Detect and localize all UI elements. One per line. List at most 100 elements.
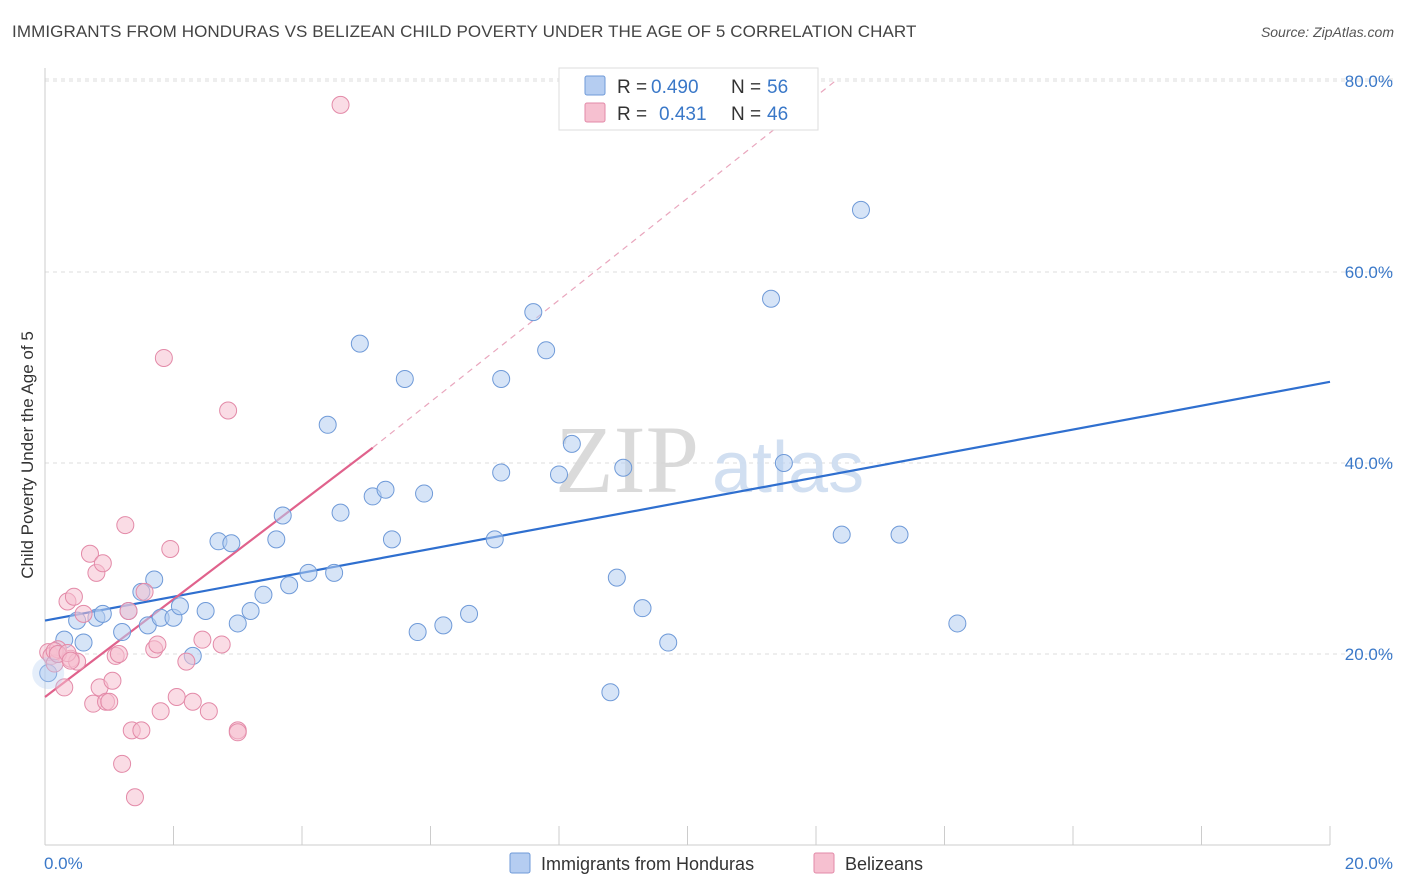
- point-honduras-33: [395, 369, 414, 388]
- point-honduras-48: [633, 599, 652, 618]
- point-belizeans-25: [132, 721, 151, 740]
- point-honduras-20: [241, 602, 260, 621]
- point-belizeans-29: [151, 702, 170, 721]
- point-belizeans-36: [199, 702, 218, 721]
- point-belizeans-26: [135, 582, 154, 601]
- point-honduras-29: [350, 334, 369, 353]
- chart-title: IMMIGRANTS FROM HONDURAS VS BELIZEAN CHI…: [12, 22, 917, 41]
- point-honduras-51: [774, 454, 793, 472]
- series-legend: Immigrants from Honduras Belizeans: [509, 852, 923, 874]
- point-belizeans-32: [167, 687, 186, 706]
- point-honduras-39: [492, 463, 511, 482]
- y-axis-label: Child Poverty Under the Age of 5: [18, 331, 37, 579]
- legend-n-value-honduras: 56: [767, 77, 788, 98]
- legend-n-label-honduras: N =: [731, 77, 766, 98]
- x-tick-label-min: 0.0%: [44, 854, 83, 873]
- points-layer: [32, 95, 967, 807]
- point-belizeans-10: [80, 544, 99, 563]
- legend-n-label-belizeans: N =: [731, 104, 766, 125]
- point-honduras-19: [228, 614, 247, 633]
- ticks-layer: 20.0% 40.0% 60.0% 80.0%: [44, 72, 1393, 845]
- trendline-honduras: [44, 380, 1331, 622]
- trend-layer: [44, 80, 1331, 698]
- bottom-legend-swatch-honduras: [509, 852, 531, 874]
- point-belizeans-33: [177, 652, 196, 671]
- point-honduras-6: [93, 604, 112, 623]
- point-honduras-42: [537, 341, 556, 360]
- bottom-legend-swatch-belizeans: [813, 852, 835, 874]
- point-honduras-24: [280, 576, 299, 595]
- point-belizeans-38: [219, 401, 238, 420]
- point-belizeans-41: [331, 95, 350, 114]
- source-credit: Source: ZipAtlas.com: [1260, 24, 1394, 40]
- point-honduras-31: [376, 480, 395, 499]
- point-honduras-49: [659, 633, 678, 652]
- point-honduras-26: [318, 415, 337, 434]
- point-honduras-40: [492, 369, 511, 388]
- y-tick-label-80: 80.0%: [1345, 72, 1393, 91]
- point-belizeans-34: [183, 692, 202, 711]
- point-belizeans-30: [154, 348, 173, 367]
- point-belizeans-35: [193, 630, 212, 649]
- point-honduras-41: [524, 303, 543, 322]
- point-honduras-27: [325, 563, 344, 582]
- legend-swatch-belizeans: [584, 102, 606, 123]
- point-belizeans-21: [116, 516, 135, 535]
- point-honduras-37: [460, 604, 479, 623]
- point-honduras-35: [415, 484, 434, 503]
- legend-swatch-honduras: [584, 75, 606, 96]
- bottom-legend-label-honduras: Immigrants from Honduras: [541, 854, 754, 874]
- point-honduras-38: [485, 530, 504, 549]
- point-honduras-45: [601, 683, 620, 702]
- point-belizeans-19: [109, 645, 128, 663]
- bottom-legend-label-belizeans: Belizeans: [845, 854, 923, 874]
- grid-layer: [45, 78, 1393, 655]
- point-honduras-28: [331, 503, 350, 522]
- y-tick-label-40: 40.0%: [1345, 454, 1393, 473]
- watermark-zip: ZIP: [555, 406, 699, 513]
- point-honduras-53: [851, 200, 870, 219]
- point-belizeans-24: [125, 788, 144, 807]
- legend-r-label-belizeans: R =: [617, 104, 652, 125]
- point-belizeans-37: [212, 635, 231, 654]
- point-honduras-55: [948, 614, 967, 633]
- point-honduras-32: [382, 530, 401, 549]
- point-honduras-54: [890, 525, 909, 544]
- legend-r-value-honduras: 0.490: [651, 77, 699, 98]
- point-honduras-22: [267, 530, 286, 549]
- trendline-belizeans: [44, 446, 374, 698]
- point-belizeans-7: [64, 587, 83, 606]
- point-belizeans-4: [55, 678, 74, 697]
- legend-r-label-honduras: R =: [617, 77, 652, 98]
- point-honduras-4: [74, 633, 93, 652]
- point-honduras-21: [254, 585, 273, 604]
- point-honduras-16: [196, 602, 215, 621]
- point-honduras-18: [222, 534, 241, 553]
- point-belizeans-31: [161, 539, 180, 558]
- point-belizeans-14: [93, 554, 112, 573]
- x-tick-label-max: 20.0%: [1345, 854, 1393, 873]
- point-honduras-14: [170, 597, 189, 616]
- point-honduras-46: [607, 568, 626, 587]
- legend-n-value-belizeans: 46: [767, 104, 788, 125]
- point-belizeans-16: [100, 692, 119, 711]
- point-honduras-11: [145, 570, 164, 589]
- correlation-legend: R = 0.490 N = 56 R = 0.431 N = 46: [558, 67, 819, 131]
- point-honduras-47: [614, 458, 633, 477]
- point-honduras-36: [434, 616, 453, 635]
- point-honduras-43: [550, 465, 568, 484]
- point-belizeans-22: [119, 602, 138, 621]
- point-belizeans-17: [103, 671, 122, 690]
- point-honduras-34: [408, 623, 427, 642]
- point-honduras-50: [762, 289, 781, 308]
- y-tick-label-20: 20.0%: [1345, 645, 1393, 664]
- point-honduras-52: [832, 525, 851, 544]
- y-tick-label-60: 60.0%: [1345, 263, 1393, 282]
- point-belizeans-9: [74, 604, 93, 623]
- point-honduras-25: [299, 563, 318, 582]
- point-belizeans-45: [61, 651, 80, 670]
- trendline-belizeans-extrapolated: [372, 80, 836, 449]
- point-honduras-23: [273, 506, 292, 525]
- point-honduras-cluster: [32, 657, 65, 690]
